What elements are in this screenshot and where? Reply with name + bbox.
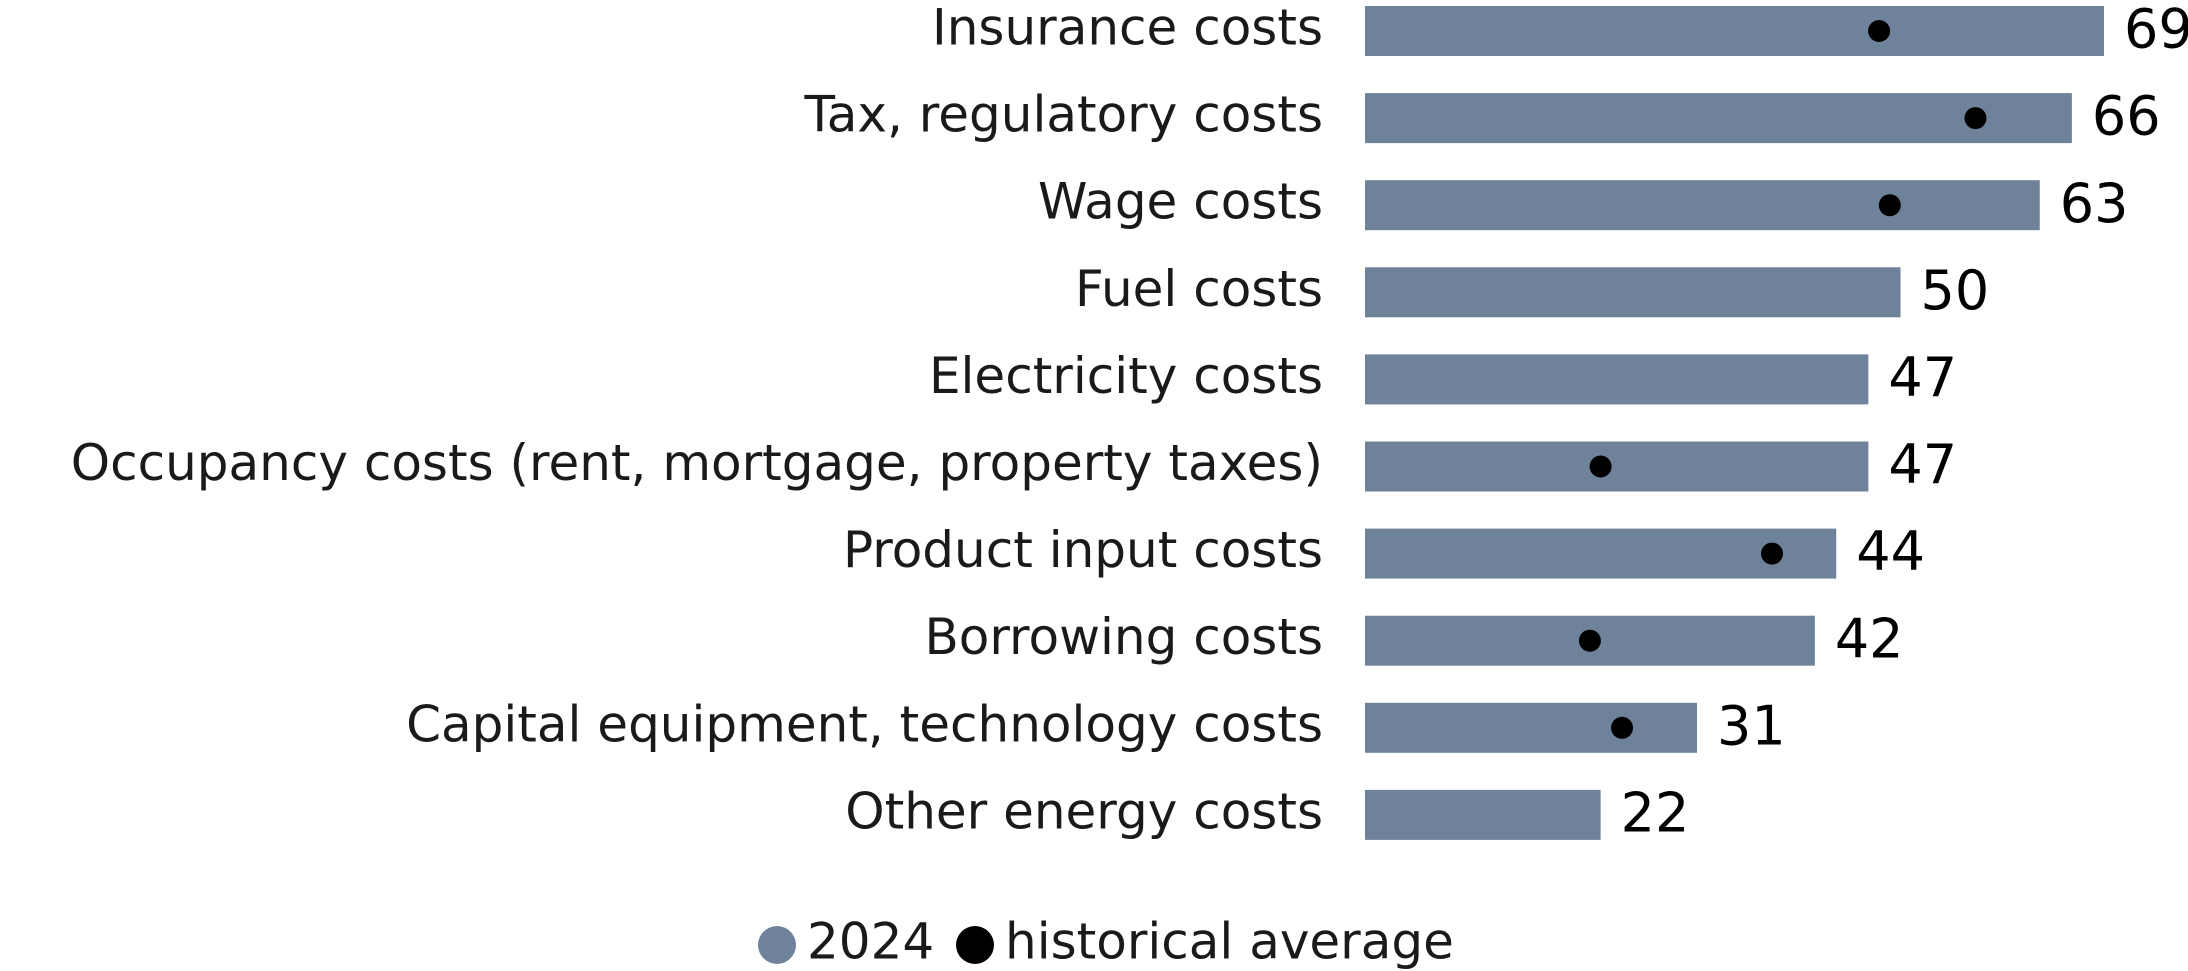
historical-dot (1868, 20, 1891, 42)
legend-label: 2024 (807, 913, 934, 971)
bar (1365, 441, 1869, 492)
value-label: 22 (1621, 782, 1690, 845)
bar (1365, 702, 1698, 753)
category-label: Other energy costs (845, 782, 1323, 840)
category-label: Product input costs (843, 521, 1323, 579)
value-label: 66 (2092, 85, 2161, 148)
value-label: 47 (1888, 433, 1957, 496)
category-label: Occupancy costs (rent, mortgage, propert… (71, 434, 1323, 492)
value-label: 42 (1835, 607, 1904, 670)
historical-dot (1611, 716, 1634, 739)
category-label: Borrowing costs (924, 608, 1323, 666)
value-label: 44 (1856, 520, 1925, 583)
historical-dot (1578, 629, 1601, 652)
historical-dot (1878, 194, 1901, 217)
historical-dot (1964, 107, 1987, 130)
historical-dot (1760, 542, 1783, 565)
bar (1365, 354, 1869, 405)
legend-marker (956, 926, 994, 964)
bar (1365, 528, 1837, 579)
category-label: Electricity costs (929, 347, 1323, 405)
legend-label: historical average (1005, 913, 1454, 971)
category-label: Tax, regulatory costs (804, 86, 1323, 144)
category-label: Wage costs (1038, 173, 1323, 231)
value-label: 50 (1921, 259, 1990, 322)
bar (1365, 267, 1901, 318)
value-label: 31 (1717, 694, 1786, 757)
bar (1365, 180, 2040, 231)
bar (1365, 6, 2104, 56)
category-label: Insurance costs (932, 0, 1323, 57)
value-label: 47 (1888, 346, 1957, 409)
category-label: Capital equipment, technology costs (406, 695, 1323, 753)
legend-marker (758, 926, 796, 964)
value-label: 69 (2124, 0, 2188, 61)
bar (1365, 789, 1601, 840)
value-label: 63 (2060, 172, 2129, 235)
historical-dot (1589, 455, 1612, 478)
bar (1365, 93, 2072, 144)
category-label: Fuel costs (1075, 260, 1323, 318)
